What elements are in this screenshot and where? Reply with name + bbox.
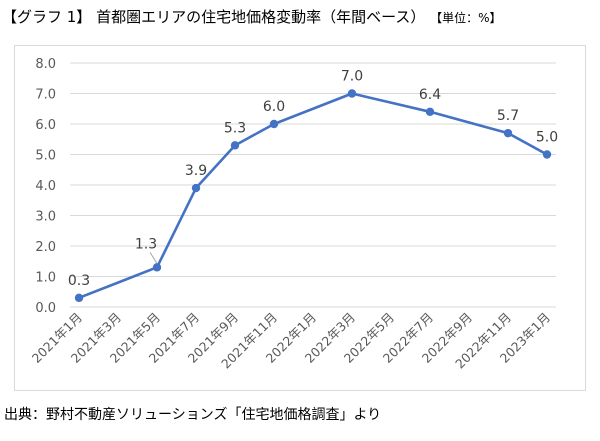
y-tick-label: 4.0 <box>35 179 56 194</box>
data-point <box>503 128 513 138</box>
data-label: 5.7 <box>497 108 519 124</box>
y-tick-label: 1.0 <box>35 271 56 286</box>
y-tick-label: 5.0 <box>35 149 56 164</box>
data-point <box>74 293 84 303</box>
gridlines <box>70 62 556 308</box>
y-tick-label: 2.0 <box>35 240 56 255</box>
source-note: 出典：野村不動産ソリューションズ「住宅地価格調査」より <box>4 407 382 423</box>
chart-unit-label: 【単位：%】 <box>430 11 502 25</box>
y-tick-label: 7.0 <box>35 88 56 103</box>
y-tick-label: 8.0 <box>35 57 56 72</box>
data-point <box>542 150 552 159</box>
data-label: 6.4 <box>419 87 441 103</box>
y-axis: 0.0 1.0 2.0 3.0 4.0 5.0 6.0 7.0 8.0 <box>35 57 56 316</box>
data-point <box>230 141 240 150</box>
data-point <box>269 119 279 129</box>
y-tick-label: 0.0 <box>35 301 56 316</box>
data-label: 6.0 <box>263 99 285 115</box>
data-label: 7.0 <box>341 69 363 85</box>
chart-title-main: 【グラフ 1】 首都圏エリアの住宅地価格変動率（年間ベース） <box>2 8 426 26</box>
series-line <box>74 89 552 303</box>
data-point <box>191 183 201 193</box>
data-label-leader <box>149 252 158 264</box>
data-label: 3.9 <box>185 163 207 179</box>
data-point <box>425 107 435 117</box>
data-label: 0.3 <box>68 273 90 289</box>
data-point <box>347 89 357 98</box>
y-tick-label: 6.0 <box>35 118 56 133</box>
data-label: 5.3 <box>224 120 246 136</box>
chart-title: 【グラフ 1】 首都圏エリアの住宅地価格変動率（年間ベース） 【単位：%】 <box>2 6 502 27</box>
x-axis: 2021年1月2021年3月2021年5月2021年7月2021年9月2021年… <box>29 310 553 372</box>
data-label: 5.0 <box>536 130 558 146</box>
line-chart: 0.0 1.0 2.0 3.0 4.0 5.0 6.0 7.0 8.0 2021年1月2021年… <box>29 57 558 372</box>
y-tick-label: 3.0 <box>35 210 56 225</box>
chart-area <box>14 45 586 391</box>
data-label: 1.3 <box>135 236 157 252</box>
data-labels: 0.3 1.3 3.9 5.3 6.0 7.0 6.4 5.7 5.0 <box>68 69 558 289</box>
data-point <box>152 263 162 272</box>
